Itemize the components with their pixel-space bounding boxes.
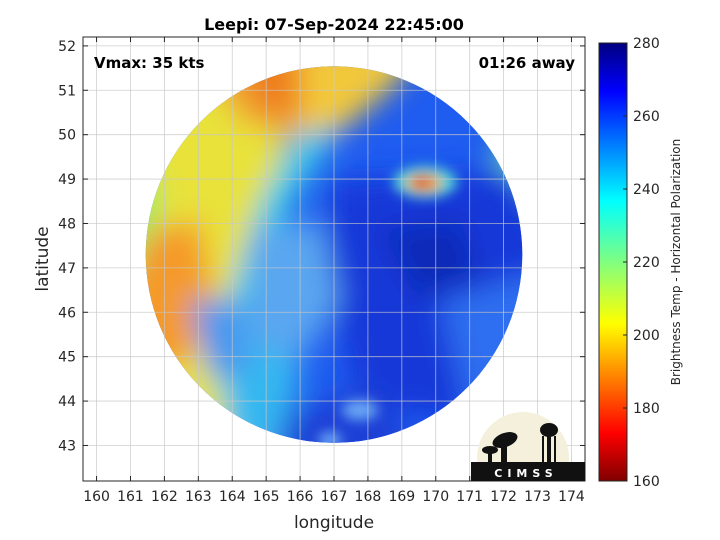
colorbar-tick-label: 180	[633, 401, 660, 417]
x-tick-label: 161	[117, 489, 144, 505]
time-away-annotation: 01:26 away	[479, 54, 576, 72]
y-tick-label: 52	[58, 39, 76, 55]
colorbar-tick-label: 280	[633, 36, 660, 52]
x-tick-label: 163	[185, 489, 212, 505]
x-tick-label: 170	[422, 489, 449, 505]
y-axis-ticks: 43 44 45 46 47 48 49 50 51 52	[58, 39, 585, 454]
y-tick-label: 45	[58, 350, 76, 366]
colorbar-tick-label: 260	[633, 109, 660, 125]
x-tick-label: 162	[151, 489, 178, 505]
cimss-logo-text: CIMSS	[494, 467, 557, 480]
y-tick-label: 50	[58, 128, 76, 144]
vmax-annotation: Vmax: 35 kts	[94, 54, 204, 72]
y-tick-label: 48	[58, 216, 76, 232]
x-axis-ticks: 160 161 162 163 164 165 166 167 168 169 170 171 172 1…	[83, 37, 585, 505]
colorbar-tick-label: 200	[633, 328, 660, 344]
y-tick-label: 47	[58, 261, 76, 277]
x-tick-label: 173	[524, 489, 551, 505]
colorbar: 160 180 200 220 240 260 280 Brightness Temp - …	[598, 36, 683, 490]
y-tick-label: 46	[58, 305, 76, 321]
chart-title: Leepi: 07-Sep-2024 22:45:00	[204, 15, 464, 34]
y-tick-label: 44	[58, 394, 76, 410]
colorbar-ticks: 160 180 200 220 240 260 280	[623, 36, 660, 490]
x-tick-label: 160	[83, 489, 110, 505]
x-tick-label: 172	[490, 489, 517, 505]
y-tick-label: 43	[58, 438, 76, 454]
y-tick-label: 49	[58, 172, 76, 188]
colorbar-tick-label: 240	[633, 182, 660, 198]
x-axis-label: longitude	[294, 513, 374, 533]
colorbar-tick-label: 160	[633, 474, 660, 490]
x-tick-label: 169	[388, 489, 415, 505]
x-tick-label: 165	[253, 489, 280, 505]
colorbar-label: Brightness Temp - Horizontal Polarizatio…	[669, 139, 683, 386]
grid	[83, 37, 585, 481]
colorbar-tick-label: 220	[633, 255, 660, 271]
y-axis-label: latitude	[33, 226, 53, 291]
x-tick-label: 174	[558, 489, 585, 505]
x-tick-label: 166	[287, 489, 314, 505]
x-tick-label: 171	[456, 489, 483, 505]
colorbar-gradient	[598, 42, 628, 482]
cimss-logo: CIMSS	[471, 412, 585, 481]
x-tick-label: 167	[321, 489, 348, 505]
x-tick-label: 164	[219, 489, 246, 505]
y-tick-label: 51	[58, 83, 76, 99]
x-tick-label: 168	[355, 489, 382, 505]
